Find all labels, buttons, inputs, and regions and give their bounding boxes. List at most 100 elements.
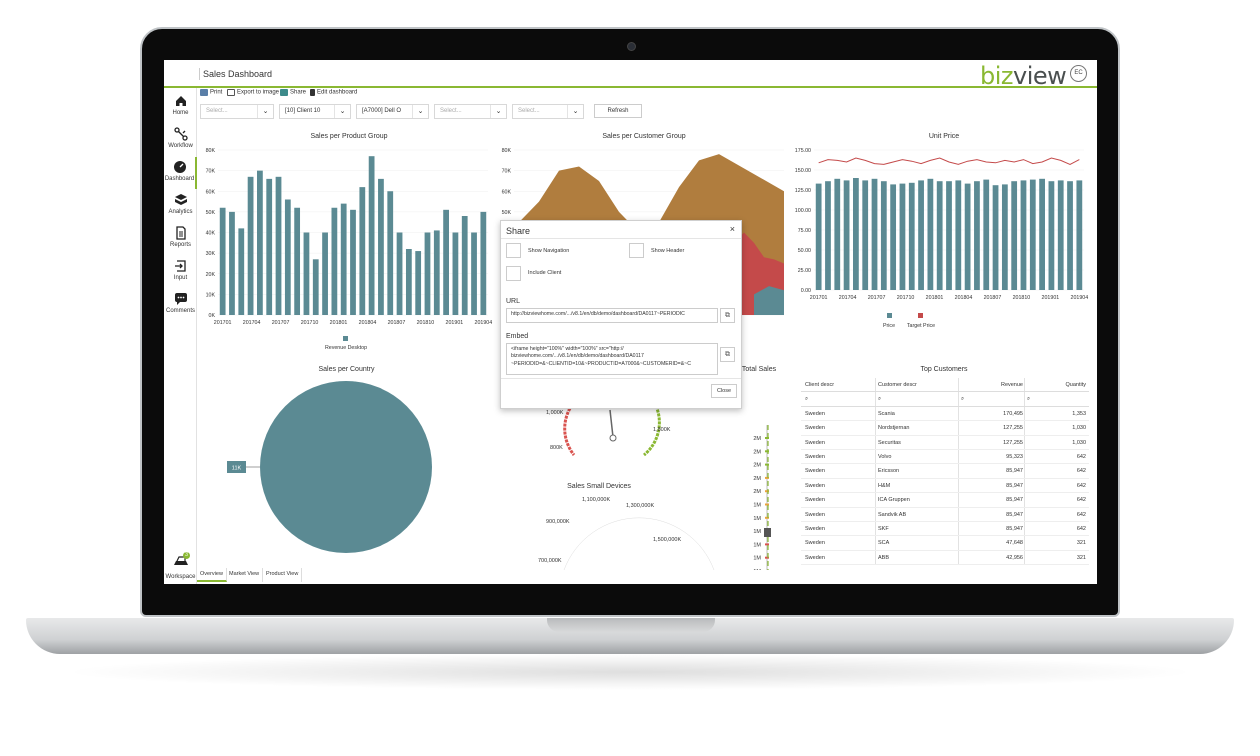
sidebar-item-comments[interactable]: Comments [164,289,197,321]
analytics-icon [174,194,187,205]
search-icon[interactable]: ⌕ [961,396,965,403]
table-row[interactable]: Sweden SCA 47,648 321 [801,536,1089,551]
bar [853,178,859,290]
share-button[interactable]: Share [280,89,306,96]
column-divider [1024,478,1025,493]
show-navigation-checkbox[interactable] [506,243,521,258]
x-tick-label: 201707 [868,295,886,301]
table-cell: Sweden [805,453,825,460]
filter-select-1[interactable]: Select... ⌄ [200,104,274,119]
workspace-button[interactable]: 3 Workspace [164,550,197,584]
dashboard-icon [173,161,186,173]
title-divider [199,68,200,80]
y-tick-label: 20K [206,272,216,278]
y-tick-label: 80K [502,148,512,154]
table-row[interactable]: Sweden Scania 170,495 1,353 [801,406,1089,422]
y-tick-label: 40K [206,231,216,237]
share-dialog: Share × Show Navigation Show Header Incl… [500,220,742,409]
filter-select-product[interactable]: [A7000] Dell O ⌄ [356,104,429,119]
table-cell: 85,947 [1006,468,1023,475]
print-button[interactable]: Print [200,89,222,96]
table-cell: 321 [1076,540,1086,547]
table-row[interactable]: Sweden Ericsson 85,947 642 [801,464,1089,479]
filter-select-5[interactable]: Select... ⌄ [512,104,584,119]
refresh-button[interactable]: Refresh [594,104,642,118]
tab-overview[interactable]: Overview [197,568,227,582]
table-cell: 1,030 [1072,439,1086,446]
table-row[interactable]: Sweden Volvo 95,323 642 [801,449,1089,465]
table-row[interactable]: Sweden ABB 42,956 321 [801,550,1089,566]
bar [1057,180,1064,290]
table-cell: Volvo [878,453,892,460]
filter-select-4[interactable]: Select... ⌄ [434,104,507,119]
column-divider [1024,406,1025,421]
bar [387,191,394,315]
column-divider [875,493,876,507]
table-cell: 1,353 [1072,410,1086,417]
table-cell: Sweden [805,468,825,475]
export-image-button[interactable]: Export to image [227,89,279,96]
bar [433,230,440,315]
table-cell: 642 [1076,468,1086,475]
pie-data-label-box [227,461,246,473]
sidebar-item-workflow[interactable]: Workflow [164,124,197,156]
column-divider [1024,464,1025,478]
bar [862,180,869,290]
dialog-divider [501,378,741,379]
table-row[interactable]: Sweden SKF 85,947 642 [801,521,1089,537]
table-cell: SKF [878,525,889,532]
url-field[interactable]: http://bizviewhome.com/.../v8.1/en/db/de… [506,308,718,323]
bar [1029,179,1036,290]
column-header[interactable]: Revenue [1000,382,1023,388]
sidebar-item-dashboard[interactable]: Dashboard [164,157,197,189]
column-header[interactable]: Customer descr [878,382,917,388]
target-price-line [818,157,1080,165]
bar [815,183,822,290]
dialog-title: Share [506,226,531,236]
column-divider [875,406,876,421]
sidebar-item-reports[interactable]: Reports [164,223,197,255]
filter-select-client[interactable]: [10] Client 10 ⌄ [279,104,351,119]
sidebar-item-input[interactable]: Input [164,256,197,288]
column-header[interactable]: Client descr [805,382,835,388]
small-devices-arc [563,517,715,570]
embed-field[interactable]: <iframe height="100%" width="100%" src="… [506,343,718,375]
column-header[interactable]: Quantity [1065,382,1086,388]
close-button[interactable]: Close [711,384,737,398]
table-row[interactable]: Sweden Nordstjernan 127,255 1,030 [801,421,1089,436]
search-icon[interactable]: ⌕ [1027,396,1031,403]
column-divider [958,521,959,536]
search-icon[interactable]: ⌕ [878,396,882,403]
user-avatar[interactable]: EC [1070,65,1087,82]
chart-gauges: 2M2M2M2M2M1M1M1M1M1M1M1M [563,400,771,570]
include-client-checkbox[interactable] [506,266,521,281]
table-row[interactable]: Sweden H&M 85,947 642 [801,478,1089,494]
print-label: Print [210,89,223,96]
sidebar-item-analytics[interactable]: Analytics [164,190,197,222]
column-divider [1024,392,1025,406]
tab-product-view[interactable]: Product View [263,568,303,582]
copy-embed-button[interactable]: ⧉ [720,347,735,362]
table-row[interactable]: Sweden Sandvik AB 85,947 642 [801,507,1089,522]
bar [964,183,971,290]
tab-market-view[interactable]: Market View [226,568,264,582]
table-cell: Sweden [805,497,825,504]
sidebar-item-home[interactable]: Home [164,91,197,123]
include-client-label: Include Client [528,270,562,276]
y-tick-label: 80K [206,148,216,154]
copy-url-button[interactable]: ⧉ [720,308,735,323]
column-divider [875,464,876,478]
pie-slice [260,381,432,553]
edit-dashboard-button[interactable]: Edit dashboard [310,89,357,96]
gauge-hub [609,434,617,442]
table-row[interactable]: Sweden Securitas 127,255 1,030 [801,435,1089,450]
table-row[interactable]: Sweden ICA Gruppen 85,947 642 [801,493,1089,508]
table-body: Sweden Scania 170,495 1,353 Sweden Nordstjern… [801,406,1089,566]
bar [331,207,338,315]
close-icon[interactable]: × [729,224,735,234]
pencil-icon [310,89,315,96]
search-icon[interactable]: ⌕ [805,396,809,403]
table-cell: 642 [1076,497,1086,504]
print-icon [200,89,208,96]
show-header-checkbox[interactable] [629,243,644,258]
